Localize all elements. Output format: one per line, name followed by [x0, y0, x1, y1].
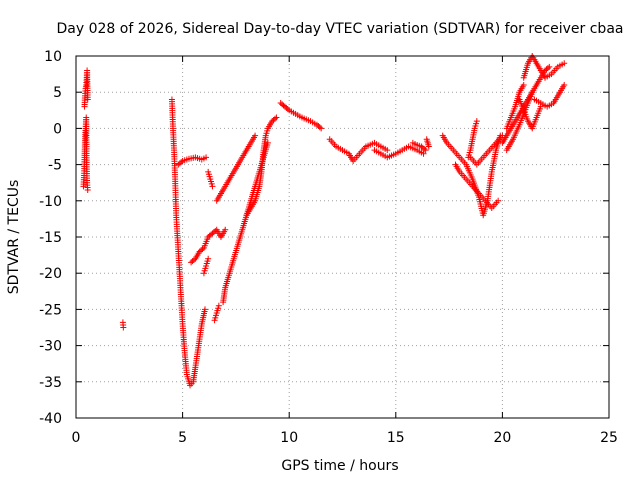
data-point	[520, 81, 527, 88]
x-tick-label: 5	[178, 430, 187, 446]
series-arc-22h	[531, 81, 568, 110]
y-axis-label: SDTVAR / TECUs	[6, 180, 22, 295]
series-arc-21h-mid	[516, 96, 544, 132]
data-point	[561, 60, 568, 67]
data-point	[421, 145, 428, 152]
data-point	[384, 147, 391, 154]
data-point	[205, 255, 212, 262]
data-point	[201, 306, 208, 313]
data-point	[284, 106, 291, 113]
data-point	[537, 103, 544, 110]
y-tick-label: -25	[39, 302, 62, 318]
x-tick-label: 0	[72, 430, 81, 446]
series-arc-2.2h	[119, 319, 127, 331]
y-tick-label: -15	[39, 230, 62, 246]
series-arc-18h-up	[465, 118, 480, 161]
data-point	[120, 324, 127, 331]
series-arc-rise-7h	[220, 139, 271, 306]
data-point	[209, 183, 216, 190]
grid-lines	[75, 55, 610, 419]
data-point	[199, 246, 206, 253]
series-arc-rise-7h-b	[213, 132, 259, 204]
y-tick-label: -40	[39, 411, 62, 427]
series-arc-dip-5h	[168, 96, 208, 389]
x-tick-label: 20	[493, 430, 511, 446]
data-points	[80, 53, 568, 389]
data-point	[222, 226, 229, 233]
series-arc-6h-20	[200, 255, 212, 277]
series-arc-21h-top	[520, 53, 568, 81]
series-arc-20h	[499, 63, 553, 146]
x-axis-label: GPS time / hours	[281, 458, 398, 474]
data-point	[420, 150, 427, 157]
y-tick-label: 10	[44, 49, 62, 65]
y-tick-label: 0	[53, 121, 62, 137]
series-arc-8h	[243, 114, 280, 219]
series-arc-12h	[326, 136, 391, 164]
data-point	[84, 96, 91, 103]
series-arc-14h	[371, 143, 427, 161]
data-point	[425, 143, 432, 150]
tick-labels: 0 5 10 15 20 25 -40 -35 -30 -25 -20 -15 -10 -5 0 5 10	[39, 49, 618, 446]
chart-title: Day 028 of 2026, Sidereal Day-to-day VTE…	[57, 21, 624, 37]
data-point	[215, 302, 222, 309]
data-point	[544, 65, 551, 72]
series-arc-16.5h	[423, 136, 432, 150]
data-point	[529, 89, 536, 96]
x-tick-label: 15	[387, 430, 405, 446]
data-point	[473, 118, 480, 125]
series-arc-16h	[409, 139, 429, 154]
series-arc-0.4h	[80, 114, 91, 193]
data-point	[316, 124, 323, 131]
y-tick-label: -30	[39, 339, 62, 355]
data-point	[546, 63, 553, 70]
x-tick-label: 25	[600, 430, 618, 446]
data-point	[273, 114, 280, 121]
y-tick-label: -10	[39, 194, 62, 210]
y-tick-label: 5	[53, 85, 62, 101]
series-arc-19h	[467, 132, 506, 168]
y-tick-label: -5	[48, 158, 62, 174]
series-arc-mid-6h	[188, 226, 229, 266]
series-arc-0.5h-up	[81, 67, 91, 110]
data-point	[422, 147, 429, 154]
data-point	[203, 154, 210, 161]
data-point	[495, 197, 502, 204]
data-point	[178, 159, 185, 166]
data-point	[190, 256, 197, 263]
y-tick-label: -20	[39, 266, 62, 282]
data-point	[264, 139, 271, 146]
data-point	[271, 115, 278, 122]
data-point	[561, 81, 568, 88]
series-arc-20h-mid	[503, 81, 527, 132]
data-point	[84, 186, 91, 193]
plot-frame	[75, 55, 610, 419]
y-tick-label: -35	[39, 375, 62, 391]
series-arc-6.5h-low	[211, 302, 222, 324]
data-point	[252, 132, 259, 139]
series-arc-peak-10h	[277, 100, 325, 132]
data-point	[318, 125, 325, 132]
series-arc-flat-5h	[175, 154, 210, 168]
series-arc-6.5h	[205, 168, 216, 190]
series-arc-18.5h	[452, 161, 502, 212]
x-tick-label: 10	[280, 430, 298, 446]
